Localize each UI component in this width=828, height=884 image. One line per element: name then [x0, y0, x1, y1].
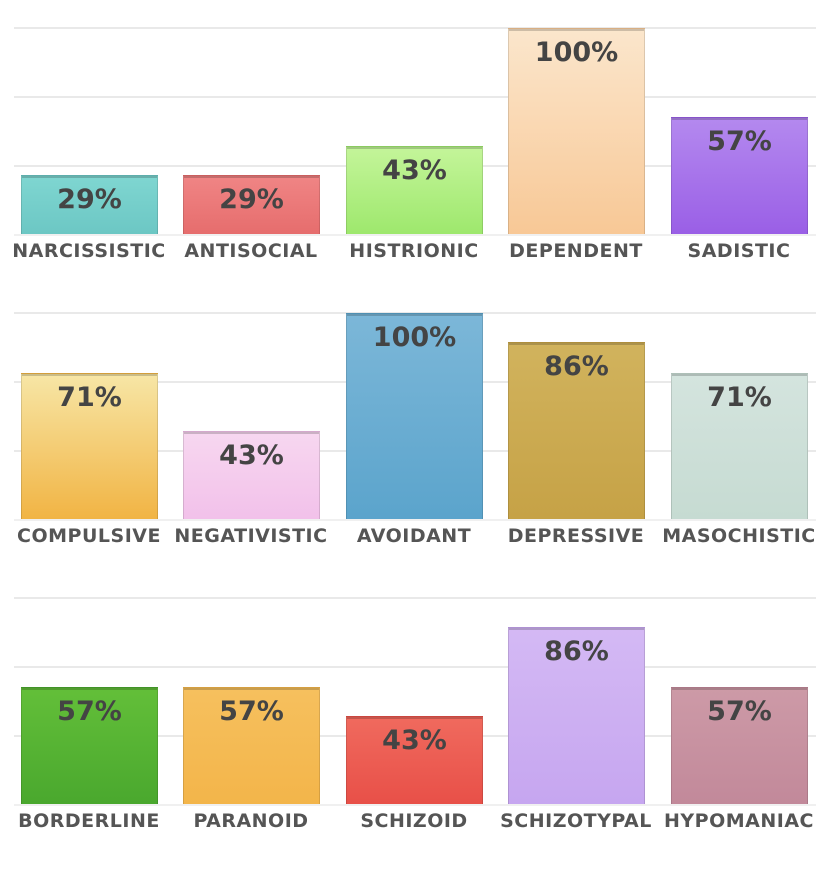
bar-value-label: 57%: [707, 696, 772, 727]
bar: 86%: [508, 341, 645, 520]
category-label: MASOCHISTIC: [662, 525, 816, 547]
bar-top-edge: [22, 374, 157, 377]
bar-value-label: 43%: [382, 724, 447, 756]
bar-top-edge: [509, 342, 644, 345]
bar-top-edge: [509, 29, 644, 31]
bar-top-edge: [672, 374, 807, 377]
bar: 86%: [508, 626, 645, 805]
bar: 71%: [671, 373, 808, 520]
bar-value-label: 71%: [707, 382, 772, 414]
bar-value-label: 86%: [544, 350, 609, 382]
bar-value-label: 57%: [707, 126, 772, 157]
bar: 71%: [21, 373, 158, 520]
category-label: HYPOMANIAC: [664, 810, 814, 832]
bar: 100%: [508, 28, 645, 235]
bar-top-edge: [347, 716, 482, 719]
bar-top-edge: [347, 146, 482, 149]
gridline: [14, 27, 816, 29]
baseline: [14, 804, 816, 806]
gridline: [14, 666, 816, 668]
bar-top-edge: [184, 175, 319, 178]
baseline: [14, 519, 816, 521]
bar-value-label: 43%: [382, 154, 447, 186]
category-label: NEGATIVISTIC: [174, 525, 328, 547]
gridline: [14, 96, 816, 98]
category-label: NARCISSISTIC: [12, 240, 166, 262]
bar-value-label: 100%: [534, 37, 619, 68]
category-label: SCHIZOTYPAL: [500, 810, 652, 832]
category-label: AVOIDANT: [356, 525, 472, 547]
bar-value-label: 29%: [219, 183, 284, 215]
bar: 29%: [21, 174, 158, 235]
bar-value-label: 57%: [219, 696, 284, 727]
baseline: [14, 234, 816, 236]
gridline: [14, 597, 816, 599]
bar: 43%: [183, 430, 320, 520]
category-label: COMPULSIVE: [17, 525, 161, 547]
bar-top-edge: [184, 431, 319, 434]
bar: 100%: [346, 313, 483, 520]
bar: 43%: [346, 145, 483, 235]
bar-value-label: 86%: [544, 635, 609, 667]
bar-top-edge: [509, 627, 644, 630]
category-label: DEPRESSIVE: [507, 525, 645, 547]
category-label: ANTISOCIAL: [184, 240, 318, 262]
category-label: SCHIZOID: [360, 810, 468, 832]
bar-top-edge: [672, 688, 807, 690]
bar: 29%: [183, 174, 320, 235]
bar-top-edge: [22, 175, 157, 178]
category-label: DEPENDENT: [509, 240, 643, 262]
bar-top-edge: [672, 118, 807, 120]
bar: 57%: [671, 117, 808, 235]
bar: 43%: [346, 715, 483, 805]
bar-value-label: 100%: [372, 322, 457, 353]
bar: 57%: [183, 687, 320, 805]
category-label: HISTRIONIC: [349, 240, 479, 262]
bar-top-edge: [347, 314, 482, 316]
category-label: SADISTIC: [687, 240, 791, 262]
bar-value-label: 29%: [57, 183, 122, 215]
bar-value-label: 71%: [57, 382, 122, 414]
category-label: BORDERLINE: [18, 810, 160, 832]
bar: 57%: [21, 687, 158, 805]
bar-value-label: 57%: [57, 696, 122, 727]
bar: 57%: [671, 687, 808, 805]
bar-top-edge: [184, 688, 319, 690]
category-label: PARANOID: [193, 810, 309, 832]
bar-top-edge: [22, 688, 157, 690]
bar-value-label: 43%: [219, 439, 284, 471]
